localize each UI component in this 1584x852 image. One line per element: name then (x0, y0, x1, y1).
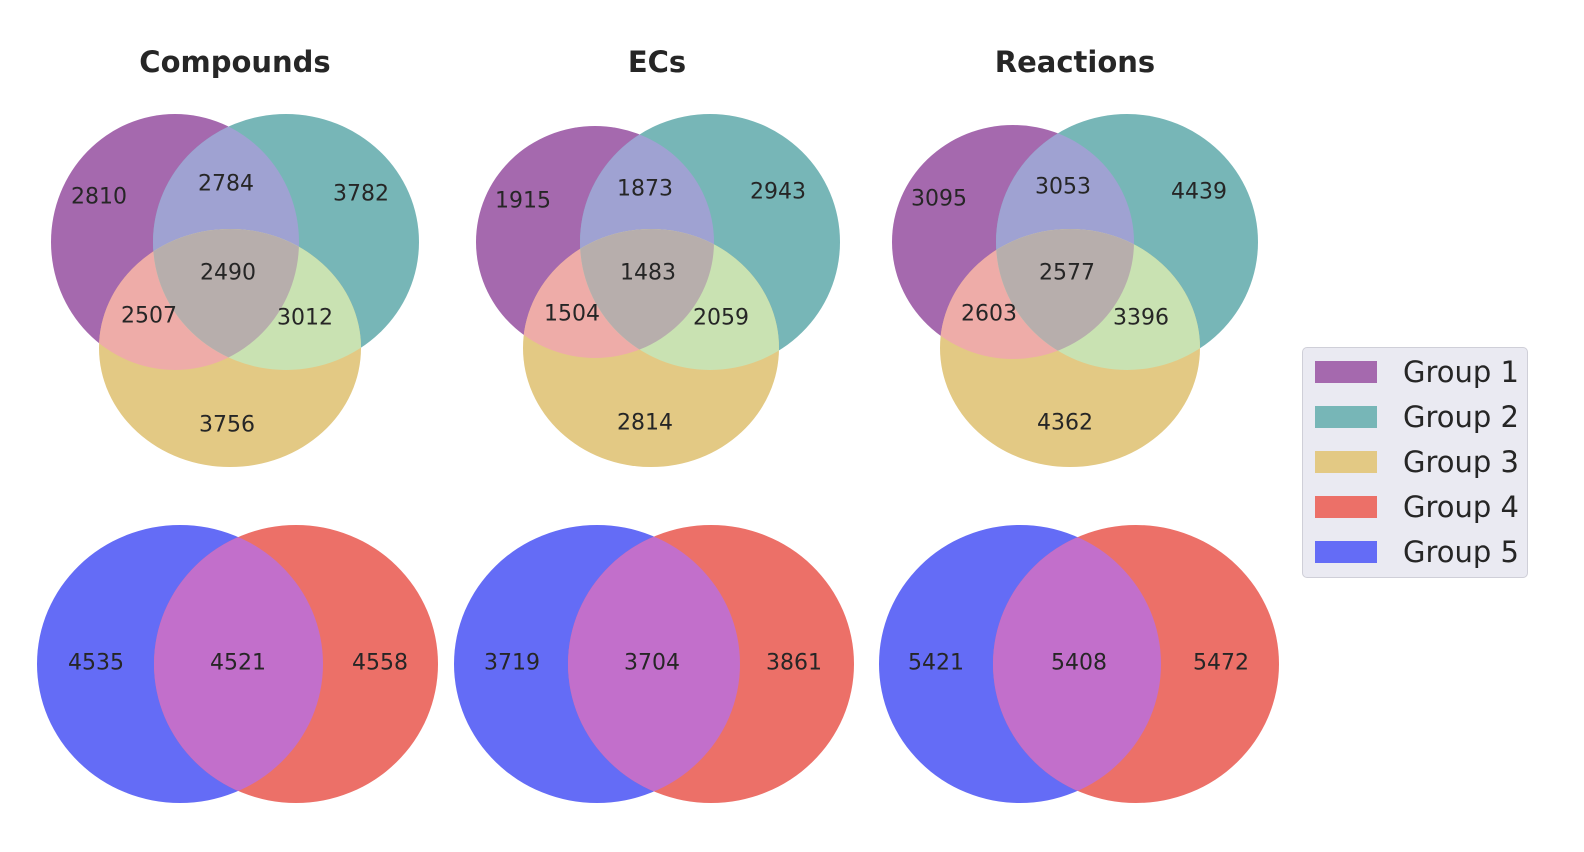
ecs-label-010: 2943 (750, 180, 806, 205)
ecs-label-100: 1915 (495, 189, 551, 214)
reactions-label-011: 3396 (1113, 306, 1169, 331)
ecs-label-110: 1873 (617, 177, 673, 202)
legend-label-group-1: Group 1 (1403, 355, 1519, 389)
reactions-label-010: 4439 (1171, 180, 1227, 205)
compounds-title: Compounds (139, 45, 330, 79)
venn2-3-region-4-5 (993, 525, 1161, 803)
compounds-label-010: 3782 (333, 182, 389, 207)
venn2-1-label-11: 4521 (210, 651, 266, 676)
compounds-label-011: 3012 (277, 306, 333, 331)
legend-label-group-3: Group 3 (1403, 445, 1519, 479)
venn3-panel-3 (892, 114, 1258, 467)
ecs-title: ECs (628, 45, 686, 79)
legend-item-group-1: Group 1 (1315, 352, 1519, 392)
reactions-label-001: 4362 (1037, 411, 1093, 436)
venn2-2-label-10: 3719 (484, 651, 540, 676)
venn2-panel-3 (879, 525, 1279, 803)
reactions-label-111: 2577 (1039, 261, 1095, 286)
venn2-panel-2 (454, 525, 854, 803)
legend-swatch-group-3 (1315, 451, 1377, 473)
venn2-1-label-01: 4558 (352, 651, 408, 676)
legend-label-group-4: Group 4 (1403, 490, 1519, 524)
compounds-label-111: 2490 (200, 261, 256, 286)
venn2-2-label-11: 3704 (624, 651, 680, 676)
legend-label-group-5: Group 5 (1403, 535, 1519, 569)
legend-item-group-5: Group 5 (1315, 532, 1519, 572)
reactions-label-110: 3053 (1035, 175, 1091, 200)
ecs-label-111: 1483 (620, 261, 676, 286)
compounds-label-101: 2507 (121, 304, 177, 329)
legend-swatch-group-1 (1315, 361, 1377, 383)
venn2-1-region-4-5 (154, 525, 323, 803)
legend: Group 1 Group 2 Group 3 Group 4 Group 5 (1302, 347, 1528, 578)
compounds-label-001: 3756 (199, 413, 255, 438)
venn2-panel-1 (37, 525, 438, 803)
reactions-title: Reactions (995, 45, 1155, 79)
compounds-label-110: 2784 (198, 172, 254, 197)
venn3-panel-1 (51, 114, 419, 467)
compounds-label-100: 2810 (71, 185, 127, 210)
legend-item-group-2: Group 2 (1315, 397, 1519, 437)
venn3-panel-2 (476, 114, 840, 467)
legend-label-group-2: Group 2 (1403, 400, 1519, 434)
reactions-label-101: 2603 (961, 302, 1017, 327)
ecs-label-011: 2059 (693, 306, 749, 331)
venn2-1-label-10: 4535 (68, 651, 124, 676)
legend-swatch-group-4 (1315, 496, 1377, 518)
legend-item-group-4: Group 4 (1315, 487, 1519, 527)
venn2-2-region-4-5 (568, 525, 740, 803)
legend-swatch-group-2 (1315, 406, 1377, 428)
ecs-label-101: 1504 (544, 302, 600, 327)
venn2-3-label-11: 5408 (1051, 651, 1107, 676)
reactions-label-100: 3095 (911, 187, 967, 212)
legend-item-group-3: Group 3 (1315, 442, 1519, 482)
legend-swatch-group-5 (1315, 541, 1377, 563)
venn2-3-label-01: 5472 (1193, 651, 1249, 676)
venn2-2-label-01: 3861 (766, 651, 822, 676)
venn2-3-label-10: 5421 (908, 651, 964, 676)
ecs-label-001: 2814 (617, 411, 673, 436)
